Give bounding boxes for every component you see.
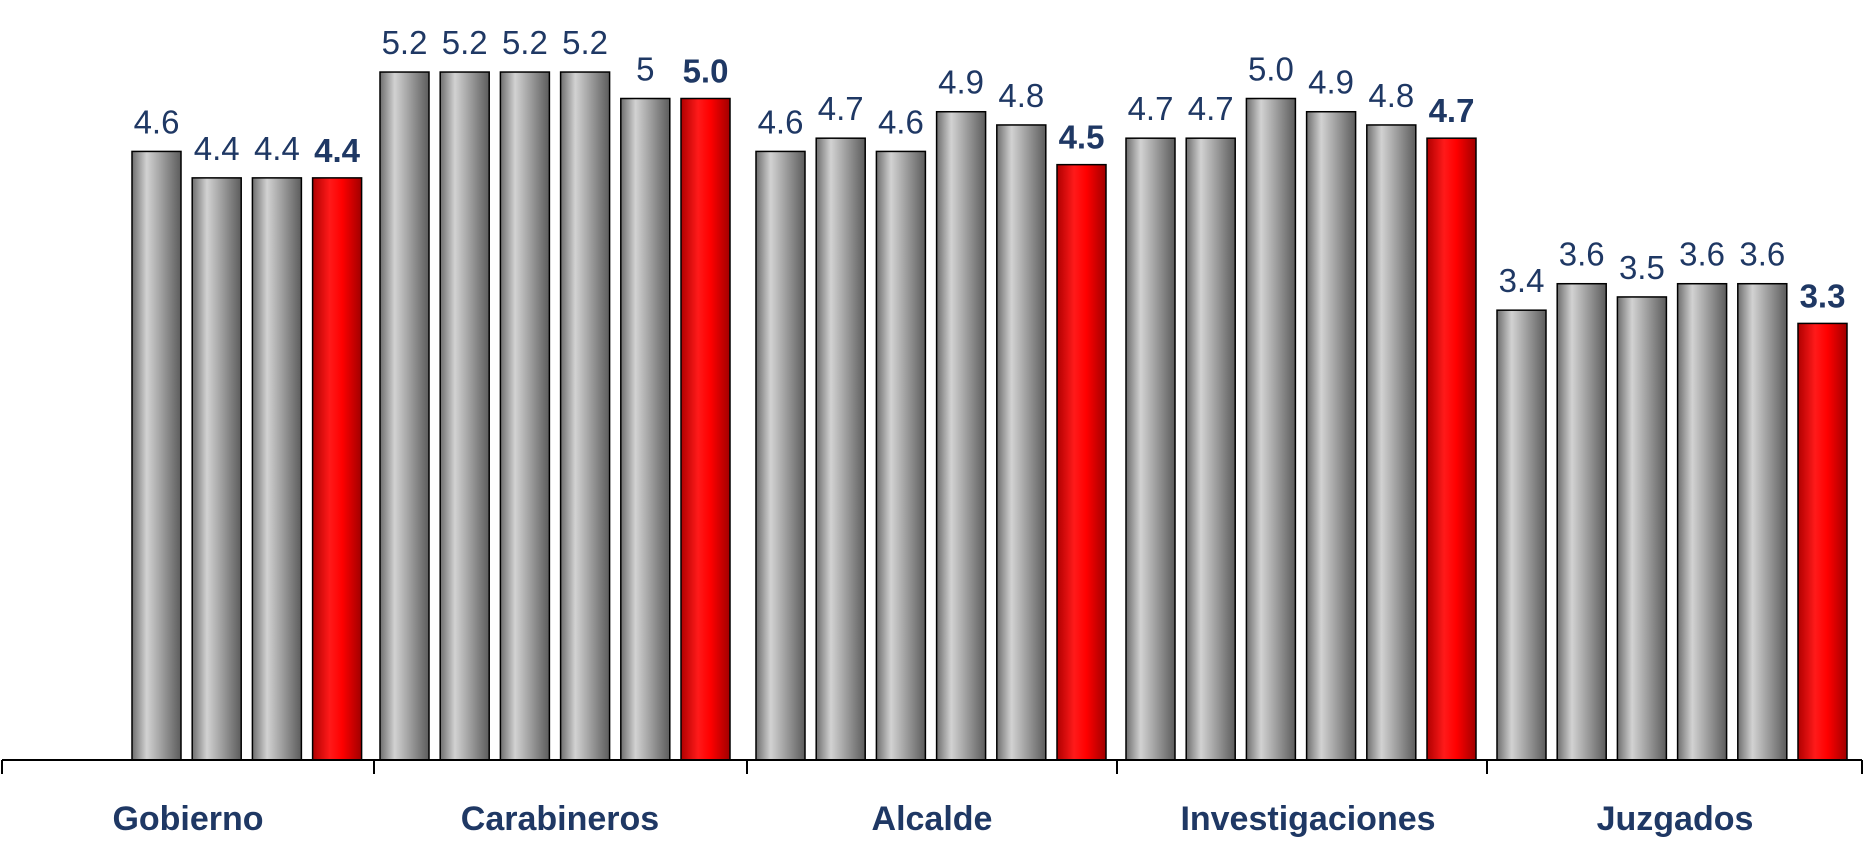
bar-carabineros-2: [439, 71, 490, 761]
value-label-juzgados-4: 3.6: [1679, 236, 1725, 273]
value-labels-layer: 4.6 4.4 4.4 4.4 5.2 5.2 5.2 5.2 5 5.0 4.6 4.7 4.6 4.9…: [134, 24, 1846, 314]
value-label-alcalde-2: 4.7: [818, 90, 864, 127]
bar-juzgados-1: [1496, 309, 1547, 761]
value-label-investigaciones-2: 4.7: [1188, 90, 1234, 127]
value-label-gobierno-2: 4.4: [194, 130, 240, 167]
value-label-juzgados-6: 3.3: [1800, 277, 1846, 314]
value-label-alcalde-1: 4.6: [758, 103, 804, 140]
bar-gobierno-3: [251, 177, 303, 761]
value-label-alcalde-4: 4.9: [938, 64, 984, 101]
value-label-gobierno-4: 4.4: [314, 132, 361, 169]
category-labels-layer: Gobierno Carabineros Alcalde Investigacione…: [112, 800, 1753, 838]
value-label-juzgados-2: 3.6: [1559, 236, 1605, 273]
bars-layer: [131, 71, 1848, 761]
value-label-carabineros-4: 5.2: [562, 24, 608, 61]
bar-carabineros-3: [499, 71, 551, 761]
bar-alcalde-6: [1056, 163, 1107, 761]
value-label-carabineros-1: 5.2: [382, 24, 428, 61]
value-label-investigaciones-3: 5.0: [1248, 51, 1294, 88]
bar-juzgados-4: [1676, 282, 1728, 761]
bar-investigaciones-5: [1366, 124, 1417, 761]
value-label-investigaciones-1: 4.7: [1128, 90, 1174, 127]
bar-juzgados-5: [1737, 282, 1788, 761]
category-label-alcalde: Alcalde: [872, 800, 993, 838]
value-label-juzgados-1: 3.4: [1499, 262, 1545, 299]
bar-investigaciones-4: [1305, 110, 1357, 761]
bar-alcalde-2: [815, 137, 866, 761]
value-label-juzgados-5: 3.6: [1739, 236, 1785, 273]
category-label-juzgados: Juzgados: [1597, 800, 1754, 838]
bar-carabineros-5: [620, 97, 671, 761]
value-label-carabineros-2: 5.2: [442, 24, 488, 61]
bar-alcalde-3: [875, 150, 927, 761]
bar-carabineros-4: [559, 71, 611, 761]
bar-carabineros-6: [680, 97, 731, 761]
bar-juzgados-2: [1556, 282, 1607, 761]
bar-investigaciones-2: [1185, 137, 1236, 761]
bar-gobierno-2: [191, 177, 242, 761]
value-label-juzgados-3: 3.5: [1619, 249, 1665, 286]
bar-alcalde-4: [935, 110, 987, 761]
bar-investigaciones-1: [1125, 137, 1176, 761]
category-label-gobierno: Gobierno: [112, 800, 263, 838]
x-axis: [1, 759, 1863, 774]
bar-gobierno-1: [131, 150, 182, 761]
category-label-investigaciones: Investigaciones: [1180, 800, 1435, 838]
bar-gobierno-4: [311, 177, 363, 761]
bar-investigaciones-6: [1426, 137, 1477, 761]
bar-investigaciones-3: [1245, 97, 1297, 761]
bar-carabineros-1: [379, 71, 430, 761]
value-label-alcalde-3: 4.6: [878, 103, 924, 140]
value-label-carabineros-5: 5: [636, 51, 654, 88]
value-label-investigaciones-5: 4.8: [1368, 77, 1414, 114]
value-label-carabineros-3: 5.2: [502, 24, 548, 61]
value-label-investigaciones-4: 4.9: [1308, 64, 1354, 101]
bar-alcalde-5: [996, 124, 1047, 761]
value-label-gobierno-1: 4.6: [134, 103, 180, 140]
bar-alcalde-1: [755, 150, 806, 761]
value-label-carabineros-6: 5.0: [683, 53, 729, 90]
bar-juzgados-6: [1797, 322, 1848, 761]
value-label-gobierno-3: 4.4: [254, 130, 300, 167]
category-label-carabineros: Carabineros: [461, 800, 659, 838]
value-label-alcalde-6: 4.5: [1059, 119, 1105, 156]
value-label-investigaciones-6: 4.7: [1429, 92, 1475, 129]
value-label-alcalde-5: 4.8: [998, 77, 1044, 114]
bar-juzgados-3: [1616, 296, 1668, 761]
